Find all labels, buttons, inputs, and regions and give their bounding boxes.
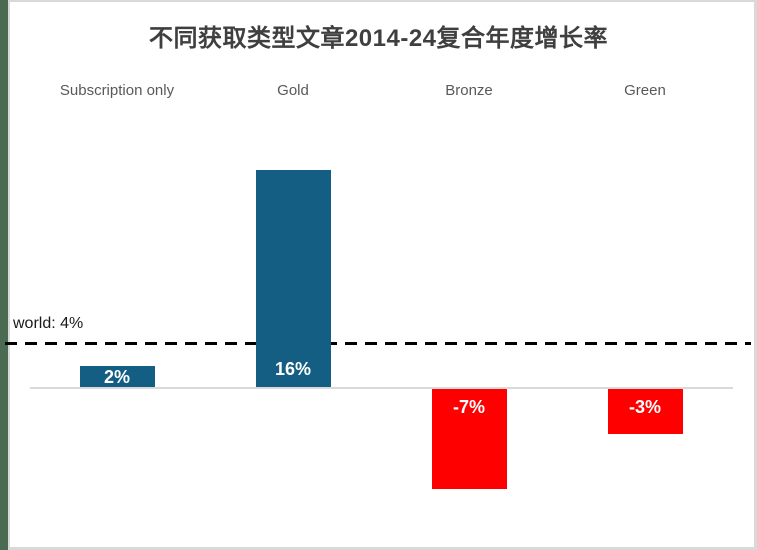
bar-value-label: 2% bbox=[103, 367, 130, 387]
chart-title: 不同获取类型文章2014-24复合年度增长率 bbox=[148, 25, 609, 52]
bar-green: -3% bbox=[607, 389, 683, 434]
window-left-edge bbox=[0, 0, 8, 550]
bar-bronze: -7% bbox=[431, 389, 507, 489]
category-label-green: Green bbox=[624, 82, 666, 99]
category-label-gold: Gold bbox=[277, 82, 309, 99]
chart-border-right bbox=[754, 0, 757, 550]
chart-border-top bbox=[8, 0, 757, 2]
bar-subscription-only: 2% bbox=[79, 366, 155, 387]
category-axis: Subscription only Gold Bronze Green bbox=[29, 82, 733, 99]
bar-value-label: 16% bbox=[274, 359, 312, 379]
world-reference-label: world: 4% bbox=[13, 315, 84, 332]
chart-border-bottom bbox=[8, 547, 757, 550]
category-label-bronze: Bronze bbox=[445, 82, 493, 99]
bar-value-label: -3% bbox=[628, 397, 661, 417]
zero-axis-line bbox=[30, 387, 733, 389]
chart-border-left bbox=[8, 0, 10, 550]
world-reference-dashed-line bbox=[5, 342, 751, 345]
category-label-subscription-only: Subscription only bbox=[59, 82, 175, 99]
bar-gold: 16% bbox=[255, 170, 331, 387]
bar-value-label: -7% bbox=[452, 397, 485, 417]
